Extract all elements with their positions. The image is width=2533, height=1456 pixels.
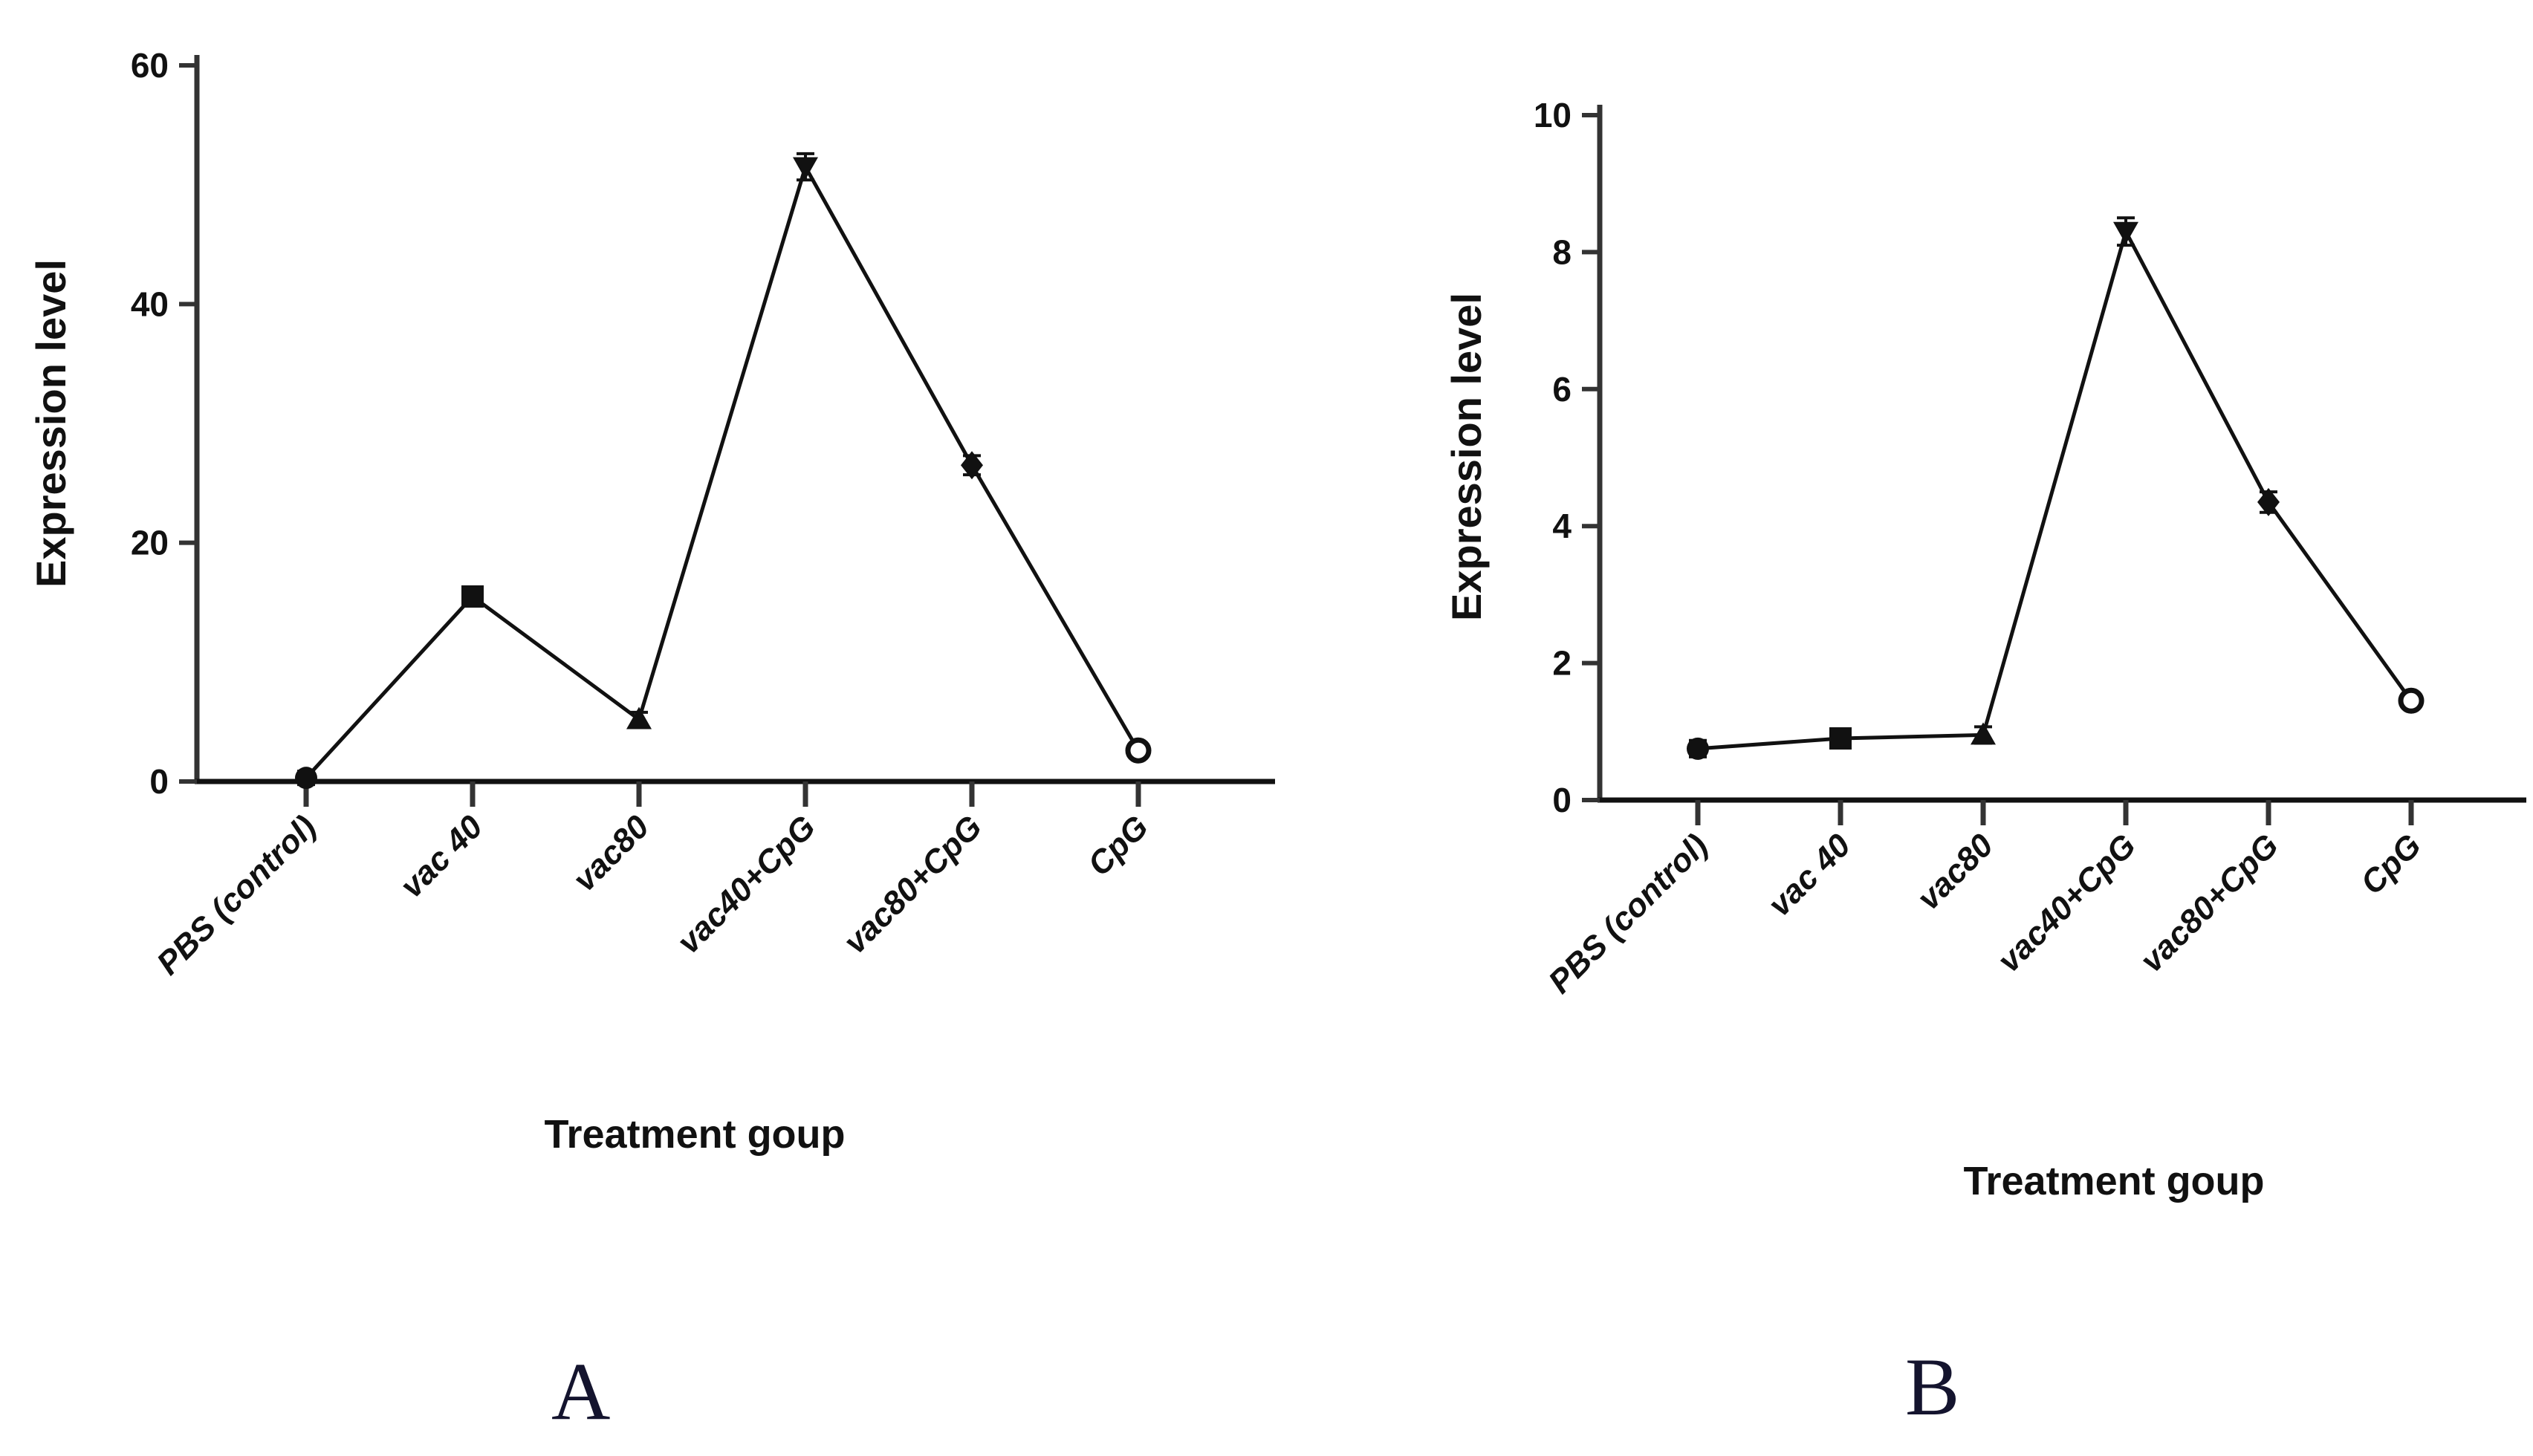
y-tick-label: 4 [1552, 507, 1572, 545]
x-tick-label: vac 40 [393, 808, 490, 905]
x-tick-label: PBS (control) [150, 808, 323, 981]
marker-filled-triangle-up [626, 706, 652, 729]
y-tick-label: 0 [149, 762, 169, 801]
y-tick-label: 2 [1552, 644, 1572, 683]
marker-filled-triangle-up [1971, 722, 1996, 745]
marker-filled-circle [1687, 737, 1709, 760]
x-tick-label: CpG [1081, 808, 1155, 883]
y-axis-title: Expression level [1443, 293, 1490, 621]
marker-filled-diamond [961, 451, 983, 480]
x-tick-label: vac 40 [1761, 827, 1858, 923]
data-line [304, 165, 1141, 780]
marker-open-circle [2398, 687, 2425, 714]
y-tick-label: 20 [131, 524, 169, 562]
panel-b-label: B [1905, 1342, 1960, 1432]
marker-filled-diamond [2257, 487, 2280, 516]
panel-b: 0 2 4 6 8 10 PBS (control) vac 40 vac80vac40+CpG… [1443, 96, 2526, 1203]
marker-filled-circle [295, 767, 317, 790]
x-tick-label: CpG [2354, 827, 2428, 901]
marker-filled-triangle-down [2113, 221, 2138, 244]
x-tick-label: vac40+CpG [1991, 827, 2143, 979]
marker-filled-square [1829, 727, 1852, 750]
panel-a: 0 20 40 60 PBS (control) vac 40 vac80 vac40+CpG… [27, 46, 1275, 1157]
marker-filled-triangle-down [793, 157, 818, 180]
y-tick-label: 10 [1534, 96, 1572, 134]
panel-a-label: A [551, 1346, 611, 1437]
x-tick-label: PBS (control) [1542, 827, 1715, 1000]
x-axis-title: Treatment goup [544, 1112, 845, 1157]
y-tick-label: 8 [1552, 233, 1572, 271]
data-line [1696, 230, 2413, 751]
x-tick-label: vac80 [566, 808, 657, 899]
y-tick-label: 6 [1552, 370, 1572, 409]
x-tick-label: vac80+CpG [2133, 827, 2286, 979]
x-tick-label: vac80+CpG [837, 808, 989, 961]
marker-filled-square [461, 585, 484, 608]
x-axis-title: Treatment goup [1963, 1159, 2264, 1203]
y-axis-title: Expression level [27, 259, 74, 588]
x-tick-label: vac40+CpG [670, 808, 823, 961]
y-tick-label: 40 [131, 285, 169, 323]
marker-open-circle [1125, 737, 1152, 764]
y-tick-label: 60 [131, 46, 169, 85]
x-tick-label: vac80 [1910, 827, 2001, 917]
y-tick-label: 0 [1552, 781, 1572, 819]
